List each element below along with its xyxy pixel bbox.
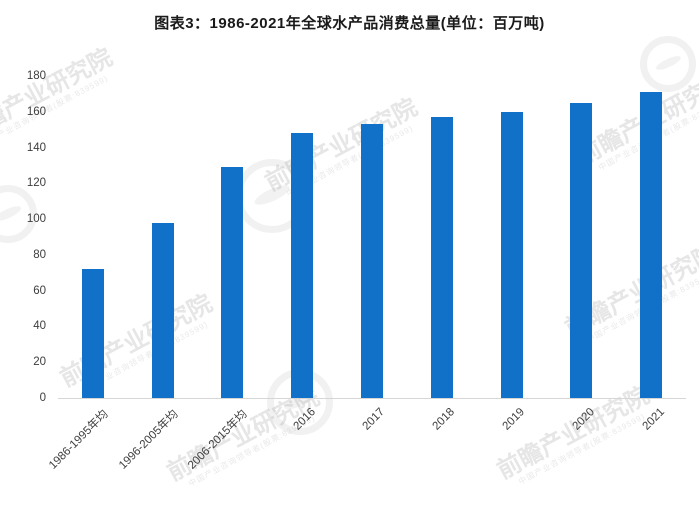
y-axis-tick-label: 120 [26, 177, 46, 190]
bar-2006-2015年均 [221, 167, 244, 398]
bar-1996-2005年均 [151, 222, 174, 398]
bar-2020 [570, 102, 593, 398]
bar-1986-1995年均 [81, 269, 104, 398]
y-axis-tick-label: 40 [33, 320, 46, 333]
x-axis-tick-label: 1986-1995年均 [46, 408, 111, 472]
x-axis-tick-label: 2017 [360, 406, 388, 433]
y-axis-tick-label: 180 [26, 70, 46, 82]
y-axis-tick-label: 20 [33, 356, 46, 369]
chart-title: 图表3：1986-2021年全球水产品消费总量(单位：百万吨) [154, 15, 545, 32]
bar-2017 [361, 124, 383, 398]
y-axis-tick-label: 140 [26, 141, 46, 154]
bar-2021 [640, 92, 663, 398]
bar-chart-plot-area: 0 20 40 60 80 100 120 140 160 180 1986-1995年均 1996-… [0, 21, 699, 517]
y-axis-tick-label: 0 [39, 392, 46, 404]
y-axis-tick-label: 80 [33, 248, 46, 261]
y-axis-tick-label: 160 [26, 105, 46, 118]
x-axis-tick-label: 2006-2015年均 [186, 408, 251, 472]
x-axis-tick-label: 2018 [430, 406, 458, 433]
x-axis-tick-label: 1996-2005年均 [116, 408, 181, 472]
y-axis-tick-label: 100 [26, 213, 46, 226]
bar-2019 [500, 111, 523, 398]
y-axis-tick-label: 60 [33, 284, 46, 297]
x-axis-tick-label: 2019 [500, 406, 528, 433]
x-axis-line [58, 398, 686, 399]
x-axis-tick-label: 2016 [291, 406, 318, 433]
x-axis-tick-label: 2021 [640, 406, 667, 433]
bar-2016 [291, 133, 314, 398]
bar-2018 [430, 117, 453, 398]
x-axis-tick-label: 2020 [570, 406, 597, 433]
